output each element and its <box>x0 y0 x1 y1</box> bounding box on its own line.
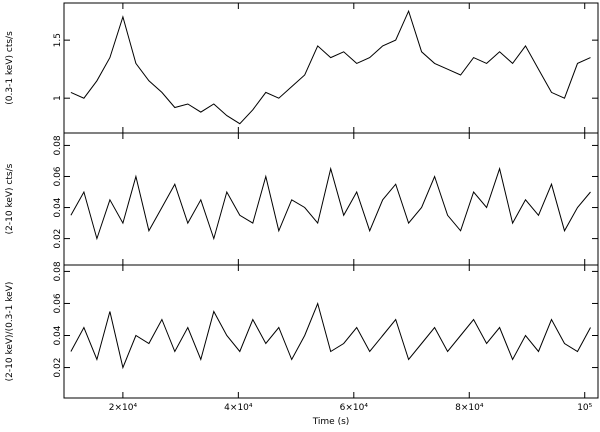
y-tick-label: 0.06 <box>53 166 63 186</box>
y-axis-label: (2-10 keV)/(0.3-1 keV) <box>5 282 15 382</box>
x-tick-label: 2×10⁴ <box>109 403 138 413</box>
light-curve <box>70 301 591 370</box>
y-tick-label: 0.08 <box>53 261 63 281</box>
panel-frame <box>63 2 599 134</box>
x-axis-label: Time (s) <box>312 417 350 427</box>
y-tick-label: 0.06 <box>53 293 63 313</box>
y-tick-label: 1.5 <box>53 33 63 47</box>
x-tick-label: 10⁵ <box>577 403 592 413</box>
x-tick-label: 6×10⁴ <box>340 403 369 413</box>
y-axis-label: (2-10 keV) cts/s <box>5 163 15 234</box>
x-tick-label: 8×10⁴ <box>455 403 484 413</box>
y-tick-label: 0.08 <box>53 135 63 155</box>
y-axis-label: (0.3-1 keV) cts/s <box>5 31 15 105</box>
y-tick-label: 1 <box>53 95 63 101</box>
panel-frame <box>63 132 599 266</box>
y-tick-label: 0.04 <box>53 325 63 345</box>
y-tick-label: 0.02 <box>53 358 63 378</box>
light-curve <box>70 166 591 241</box>
y-tick-label: 0.02 <box>53 229 63 249</box>
panel-frame <box>63 264 599 399</box>
light-curve <box>70 9 591 125</box>
x-tick-label: 4×10⁴ <box>224 403 253 413</box>
y-tick-label: 0.04 <box>53 197 63 217</box>
